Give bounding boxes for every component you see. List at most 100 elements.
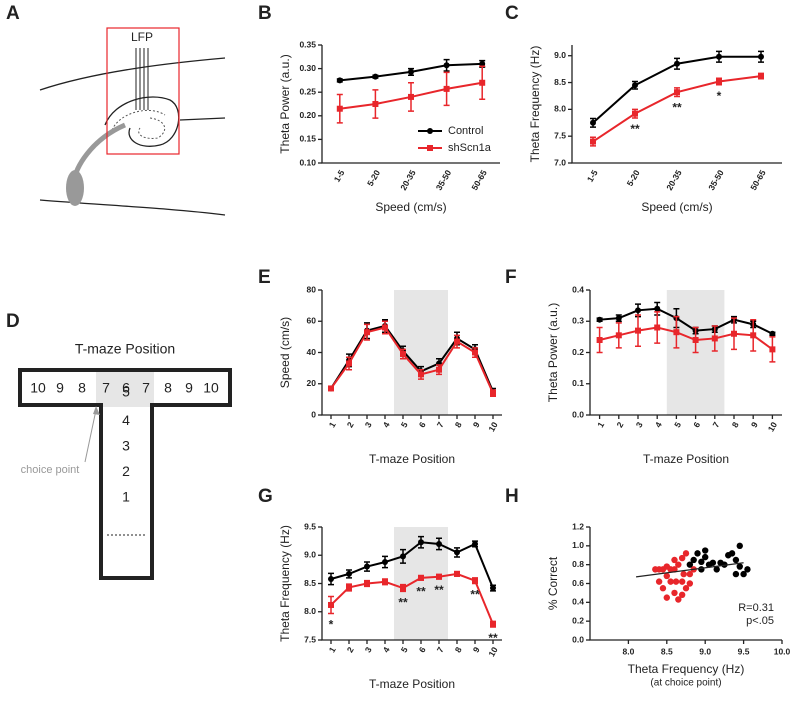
x-tick-label: 50-65 xyxy=(469,168,489,192)
x-tick-label: 9.0 xyxy=(699,646,711,656)
point xyxy=(472,540,478,547)
point xyxy=(328,601,334,608)
cell-layer xyxy=(111,109,166,131)
point xyxy=(711,335,718,342)
x-tick-label: 8 xyxy=(730,420,741,429)
point xyxy=(673,329,680,336)
maze-position: 8 xyxy=(164,380,172,396)
significance: * xyxy=(329,618,334,632)
y-tick-label: 8.5 xyxy=(554,77,566,87)
point xyxy=(436,540,442,547)
point xyxy=(682,585,690,592)
x-axis-title: T-maze Position xyxy=(369,452,455,466)
significance: ** xyxy=(416,584,426,598)
x-tick-label: 7 xyxy=(435,420,446,429)
panel-letter: F xyxy=(505,267,517,288)
y-tick-label: 0.10 xyxy=(299,157,316,167)
x-tick-label: 20-35 xyxy=(398,168,418,192)
x-tick-label: 8.0 xyxy=(622,646,634,656)
point xyxy=(336,105,343,112)
septum xyxy=(66,170,84,206)
y-tick-label: 80 xyxy=(307,284,317,294)
point xyxy=(382,559,388,566)
point xyxy=(758,53,764,60)
projection-arrow xyxy=(72,122,127,179)
point xyxy=(680,570,687,578)
point xyxy=(667,578,674,585)
y-axis-title: Theta Frequency (Hz) xyxy=(528,46,542,163)
series-line xyxy=(330,572,494,625)
y-tick-label: 9.0 xyxy=(304,550,316,560)
maze-position: 6 xyxy=(122,380,130,396)
point xyxy=(728,550,736,557)
x-tick-label: 9 xyxy=(471,420,482,429)
x-tick-label: 2 xyxy=(614,420,625,429)
stat-label: R=0.31 xyxy=(738,602,774,614)
point xyxy=(443,85,450,92)
point xyxy=(682,550,690,557)
x-tick-label: 8.5 xyxy=(661,646,673,656)
point xyxy=(418,539,424,546)
point xyxy=(675,561,682,568)
point xyxy=(671,566,678,573)
y-tick-label: 0.20 xyxy=(299,110,316,120)
point xyxy=(672,578,680,585)
point xyxy=(590,119,596,126)
point xyxy=(400,553,406,560)
y-tick-label: 0.4 xyxy=(572,597,584,607)
panel-letter: D xyxy=(6,311,20,332)
point xyxy=(635,327,641,334)
point xyxy=(709,559,717,566)
point xyxy=(364,580,370,587)
point xyxy=(716,53,722,60)
y-tick-label: 0.25 xyxy=(299,86,316,96)
y-tick-label: 1.0 xyxy=(572,540,584,550)
y-tick-label: 0.2 xyxy=(572,615,584,625)
x-tick-label: 3 xyxy=(363,645,374,654)
point xyxy=(744,566,751,573)
significance: * xyxy=(717,89,722,103)
y-tick-label: 0 xyxy=(311,409,316,419)
maze-position: 3 xyxy=(122,438,130,454)
y-tick-label: 9.0 xyxy=(554,50,566,60)
point xyxy=(382,578,388,585)
point xyxy=(732,570,740,578)
maze-position: 8 xyxy=(78,380,86,396)
x-tick-label: 5 xyxy=(399,645,410,654)
x-tick-label: 7 xyxy=(435,645,446,654)
point xyxy=(731,330,737,337)
significance: ** xyxy=(434,583,444,597)
panel-letter: E xyxy=(258,267,271,288)
y-tick-label: 0.0 xyxy=(572,634,584,644)
y-tick-label: 0.30 xyxy=(299,63,316,73)
significance: ** xyxy=(488,631,498,645)
x-tick-label: 3 xyxy=(363,420,374,429)
point xyxy=(702,553,709,561)
callout-arrow xyxy=(84,409,97,463)
point xyxy=(694,550,701,557)
x-axis-title: Speed (cm/s) xyxy=(375,200,446,214)
point xyxy=(690,556,697,564)
point xyxy=(590,138,596,145)
panel-letter: A xyxy=(6,3,20,24)
hippocampus xyxy=(104,96,180,147)
stat-label: p<.05 xyxy=(746,615,774,627)
point xyxy=(716,78,722,85)
point xyxy=(364,329,370,336)
significance: ** xyxy=(398,596,408,610)
maze-position: 7 xyxy=(142,380,150,396)
point xyxy=(659,585,667,592)
point xyxy=(686,570,694,578)
point xyxy=(663,572,670,580)
x-tick-label: 5 xyxy=(399,420,410,429)
panel-letter: G xyxy=(258,486,273,507)
point xyxy=(400,351,406,358)
point xyxy=(443,62,450,69)
point xyxy=(678,554,686,562)
point xyxy=(328,575,334,582)
x-axis-title: T-maze Position xyxy=(369,677,455,691)
x-tick-label: 5-20 xyxy=(365,168,382,188)
point xyxy=(663,594,670,601)
point xyxy=(596,337,603,343)
